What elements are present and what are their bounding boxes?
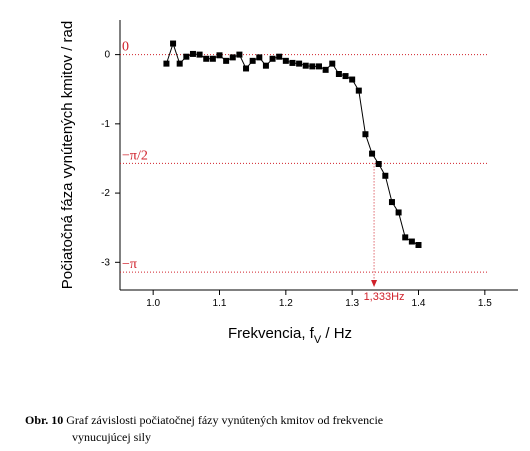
y-tick-label: 0 — [104, 50, 110, 61]
caption-number: Obr. 10 — [25, 413, 63, 427]
data-point — [243, 65, 250, 72]
data-point — [322, 66, 329, 73]
reference-label: −π/2 — [122, 148, 148, 163]
data-point — [282, 57, 289, 64]
data-point — [256, 54, 263, 61]
series-line — [165, 41, 419, 246]
x-axis-title: Frekvencia, fV / Hz — [228, 325, 352, 346]
x-title-part: / Hz — [321, 325, 352, 342]
x-tick-label: 1.5 — [478, 298, 492, 309]
marker-label: 1,333Hz — [364, 291, 405, 303]
data-point — [289, 59, 296, 66]
x-title-part: Frekvencia, f — [228, 325, 315, 342]
data-point — [309, 63, 316, 70]
data-point — [203, 55, 210, 62]
reference-label: 0 — [122, 40, 129, 55]
x-tick-label: 1.3 — [345, 298, 359, 309]
y-tick-label: -3 — [101, 257, 110, 268]
data-point — [163, 60, 170, 67]
data-point — [329, 60, 336, 67]
x-tick-label: 1.1 — [213, 298, 227, 309]
x-tick-label: 1.4 — [412, 298, 426, 309]
data-point — [223, 57, 230, 64]
data-point — [170, 40, 177, 47]
data-point — [296, 60, 303, 67]
data-point — [216, 52, 223, 59]
data-point — [349, 76, 356, 83]
marker-arrow — [371, 280, 378, 287]
data-point — [316, 63, 322, 70]
data-point — [388, 199, 395, 206]
reference-label: −π — [122, 257, 137, 272]
data-point — [262, 62, 269, 69]
y-tick-label: -2 — [101, 188, 110, 199]
caption: Obr. 10 Graf závislosti počiatočnej fázy… — [25, 413, 383, 427]
data-point — [196, 51, 203, 58]
y-axis-title: Počiatočná fáza vynútených kmitov / rad — [59, 21, 76, 289]
data-point — [395, 209, 402, 216]
data-point — [229, 54, 236, 61]
data-point — [269, 55, 276, 62]
data-point — [183, 53, 190, 60]
data-point — [335, 71, 342, 77]
data-point — [408, 238, 415, 245]
data-point — [249, 57, 256, 64]
caption-text: vynucujúcej sily — [72, 430, 151, 444]
data-point — [355, 87, 362, 94]
data-point — [302, 62, 309, 69]
data-point — [176, 60, 183, 67]
data-point — [209, 55, 216, 62]
data-point — [382, 172, 389, 179]
caption-text: Graf závislosti počiatočnej fázy vynúten… — [66, 413, 383, 427]
data-point — [415, 242, 422, 248]
y-tick-label: -1 — [101, 119, 110, 130]
data-point — [342, 73, 349, 80]
data-point — [189, 50, 196, 57]
data-point — [402, 234, 409, 241]
x-tick-label: 1.2 — [279, 298, 293, 309]
x-tick-label: 1.0 — [146, 298, 160, 309]
data-point — [375, 161, 382, 167]
data-point — [362, 131, 369, 138]
data-point — [236, 51, 243, 58]
data-point — [276, 53, 283, 60]
x-title-sub: V — [314, 334, 322, 346]
data-point — [369, 150, 376, 157]
